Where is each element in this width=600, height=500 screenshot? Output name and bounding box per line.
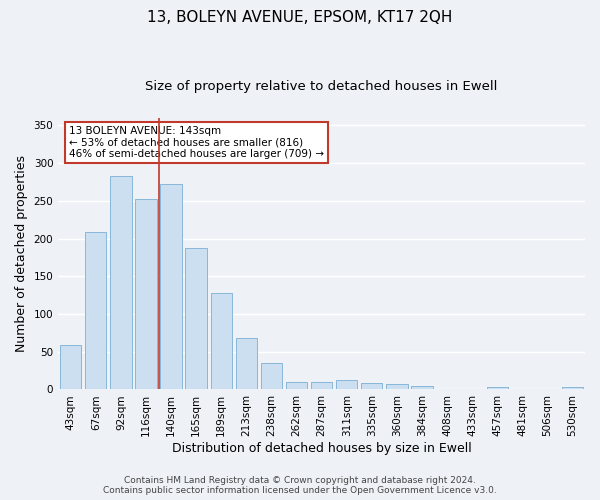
Bar bbox=[236, 338, 257, 390]
Bar bbox=[311, 382, 332, 390]
Text: 13, BOLEYN AVENUE, EPSOM, KT17 2QH: 13, BOLEYN AVENUE, EPSOM, KT17 2QH bbox=[148, 10, 452, 25]
Bar bbox=[512, 388, 533, 390]
Y-axis label: Number of detached properties: Number of detached properties bbox=[15, 155, 28, 352]
Bar bbox=[160, 184, 182, 390]
Bar bbox=[211, 293, 232, 390]
Bar bbox=[487, 387, 508, 390]
Bar bbox=[411, 386, 433, 390]
Bar bbox=[185, 248, 207, 390]
Bar bbox=[60, 345, 82, 390]
Bar bbox=[361, 384, 382, 390]
Bar bbox=[336, 380, 358, 390]
Text: Contains HM Land Registry data © Crown copyright and database right 2024.
Contai: Contains HM Land Registry data © Crown c… bbox=[103, 476, 497, 495]
X-axis label: Distribution of detached houses by size in Ewell: Distribution of detached houses by size … bbox=[172, 442, 472, 455]
Bar bbox=[436, 388, 458, 390]
Bar bbox=[261, 363, 282, 390]
Bar bbox=[386, 384, 407, 390]
Title: Size of property relative to detached houses in Ewell: Size of property relative to detached ho… bbox=[145, 80, 498, 93]
Bar bbox=[136, 200, 157, 390]
Bar bbox=[537, 388, 558, 390]
Text: 13 BOLEYN AVENUE: 143sqm
← 53% of detached houses are smaller (816)
46% of semi-: 13 BOLEYN AVENUE: 143sqm ← 53% of detach… bbox=[69, 126, 324, 159]
Bar bbox=[562, 387, 583, 390]
Bar bbox=[286, 382, 307, 390]
Bar bbox=[85, 232, 106, 390]
Bar bbox=[110, 176, 131, 390]
